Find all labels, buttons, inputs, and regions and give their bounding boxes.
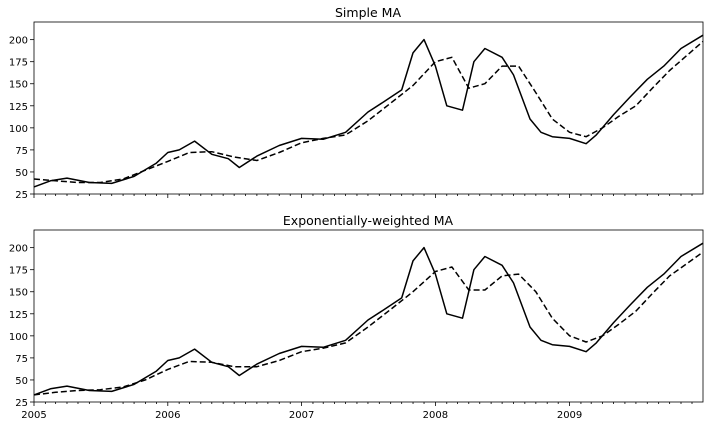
chart-title: Simple MA <box>335 5 401 20</box>
y-axis: 25 50 75 100 125 150 175 200 <box>9 36 34 201</box>
plot-frame <box>33 21 704 195</box>
y-tick-label: 125 <box>9 102 28 113</box>
y-tick-label: 175 <box>9 266 28 277</box>
series-moving-average-line <box>33 251 704 396</box>
chart-title: Exponentially-weighted MA <box>283 213 454 228</box>
chart-panel-ewma: Exponentially-weighted MA 25 50 75 100 125 15… <box>9 213 704 421</box>
y-tick-label: 75 <box>15 354 28 365</box>
y-tick-label: 25 <box>15 190 28 201</box>
y-tick-label: 125 <box>9 310 28 321</box>
y-tick-label: 200 <box>9 36 28 47</box>
x-tick-label: 2007 <box>289 410 314 421</box>
y-tick-label: 100 <box>9 124 28 135</box>
x-axis <box>33 194 693 198</box>
x-tick-label: 2009 <box>557 410 582 421</box>
series-moving-average-line <box>33 40 704 184</box>
y-tick-label: 75 <box>15 146 28 157</box>
x-axis: 2005 2006 2007 2008 2009 <box>21 402 693 421</box>
y-tick-label: 150 <box>9 288 28 299</box>
x-tick-label: 2005 <box>21 410 46 421</box>
y-tick-label: 25 <box>15 398 28 409</box>
x-tick-label: 2008 <box>423 410 448 421</box>
x-tick-label: 2006 <box>155 410 180 421</box>
chart-panel-simple-ma: Simple MA 25 50 75 100 125 150 175 200 <box>9 5 704 201</box>
y-axis: 25 50 75 100 125 150 175 200 <box>9 244 34 409</box>
y-tick-label: 50 <box>15 376 28 387</box>
series-price-line <box>33 34 704 188</box>
y-tick-label: 100 <box>9 332 28 343</box>
y-tick-label: 200 <box>9 244 28 255</box>
plot-frame <box>33 229 704 403</box>
series-price-line <box>33 242 704 396</box>
y-tick-label: 50 <box>15 168 28 179</box>
series-layer <box>33 34 704 188</box>
y-tick-label: 175 <box>9 58 28 69</box>
series-layer <box>33 242 704 396</box>
y-tick-label: 150 <box>9 80 28 91</box>
